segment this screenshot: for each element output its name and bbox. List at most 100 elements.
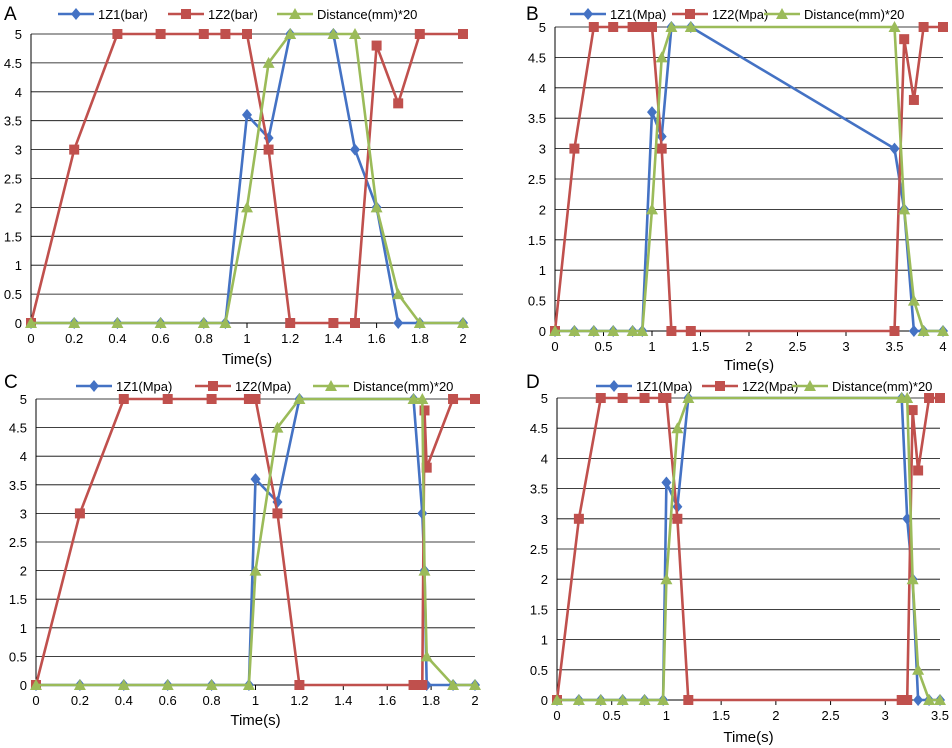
- data-point: [626, 325, 639, 336]
- y-tick-label: 3: [541, 512, 548, 527]
- panel-letter: D: [526, 372, 540, 393]
- data-point: [262, 56, 275, 68]
- legend-label: 1Z1(bar): [98, 7, 148, 22]
- data-point: [937, 325, 949, 336]
- y-tick-label: 3.5: [9, 478, 27, 493]
- series-2: [551, 392, 946, 705]
- legend-marker: [89, 380, 99, 392]
- legend-entry: Distance(mm)*20: [313, 379, 453, 394]
- data-point: [935, 393, 945, 403]
- x-axis-title: Time(s): [724, 357, 774, 374]
- data-point: [250, 394, 261, 404]
- legend-marker: [325, 380, 337, 391]
- x-tick-label: 2.5: [788, 339, 806, 354]
- panel-letter: A: [4, 4, 17, 25]
- data-point: [572, 694, 585, 705]
- data-point: [198, 29, 209, 39]
- data-point: [549, 325, 561, 336]
- data-point: [117, 679, 130, 690]
- y-tick-label: 4: [539, 81, 546, 96]
- data-point: [69, 144, 80, 155]
- x-tick-label: 3: [842, 339, 849, 354]
- x-tick-label: 0: [551, 339, 558, 354]
- x-tick-label: 1.8: [411, 331, 429, 346]
- y-tick-label: 1.5: [9, 592, 27, 607]
- data-point: [118, 394, 129, 404]
- data-point: [587, 325, 600, 336]
- data-point: [414, 29, 425, 39]
- legend-marker: [776, 8, 788, 19]
- data-point: [908, 325, 919, 337]
- data-point: [907, 294, 920, 306]
- data-point: [458, 29, 468, 39]
- legend-entry: Distance(mm)*20: [277, 7, 417, 22]
- y-tick-label: 0.5: [9, 649, 27, 664]
- x-tick-label: 0.6: [152, 331, 170, 346]
- data-point: [595, 393, 606, 403]
- y-tick-label: 1.5: [4, 229, 22, 244]
- legend-label: Distance(mm)*20: [317, 7, 417, 22]
- data-point: [907, 405, 918, 416]
- x-tick-label: 1: [252, 693, 259, 708]
- legend-entry: 1Z1(Mpa): [570, 7, 666, 22]
- x-tick-label: 1.8: [422, 693, 440, 708]
- data-point: [327, 28, 340, 39]
- legend-label: 1Z1(Mpa): [116, 379, 172, 394]
- y-tick-label: 3: [539, 142, 546, 157]
- y-tick-label: 0.5: [528, 294, 546, 309]
- series-1: [31, 394, 480, 690]
- data-point: [419, 405, 430, 416]
- data-point: [154, 317, 167, 328]
- series-1: [550, 22, 948, 336]
- data-point: [666, 326, 677, 336]
- y-tick-label: 2: [539, 202, 546, 217]
- data-point: [294, 680, 305, 690]
- data-point: [594, 694, 607, 705]
- y-tick-label: 0: [541, 693, 548, 708]
- data-point: [242, 679, 255, 690]
- x-tick-label: 1.4: [324, 331, 342, 346]
- y-tick-label: 4.5: [530, 421, 548, 436]
- data-point: [30, 679, 42, 690]
- data-point: [683, 695, 694, 705]
- chart-panel-c: C 0 0.5 1 1.5 2 2.5 3 3.5 4 4.5 5 0 0.2 0.4 0.6 0.8 1 1.2 1…: [4, 372, 481, 729]
- data-point: [898, 203, 911, 215]
- legend-marker: [583, 8, 593, 20]
- y-tick-label: 2: [541, 572, 548, 587]
- x-tick-label: 1.5: [691, 339, 709, 354]
- chart-panel-b: B 0 0.5 1 1.5 2 2.5 3 3.5 4 4.5 5 0 0.5 1 1.5 2 2.5 3 3.5 4 T…: [526, 4, 949, 374]
- data-point: [407, 393, 420, 404]
- data-point: [205, 679, 218, 690]
- data-point: [627, 22, 638, 32]
- y-tick-label: 2.5: [9, 535, 27, 550]
- data-point: [371, 40, 382, 51]
- series-2: [25, 28, 469, 328]
- data-point: [413, 317, 426, 328]
- data-point: [197, 317, 210, 328]
- data-point: [569, 143, 580, 154]
- data-point: [917, 325, 930, 336]
- data-point: [111, 317, 124, 328]
- legend-entry: 1Z1(Mpa): [76, 379, 172, 394]
- data-point: [906, 573, 919, 585]
- chart-panel-a: A 0 0.5 1 1.5 2 2.5 3 3.5 4 4.5 5 0 0.2 0.4 0.6 0.8 1 1.2 1…: [4, 4, 469, 368]
- y-tick-label: 1: [15, 258, 22, 273]
- data-point: [285, 318, 296, 328]
- x-tick-label: 4: [939, 339, 946, 354]
- y-tick-label: 1: [541, 633, 548, 648]
- y-tick-label: 0.5: [530, 663, 548, 678]
- data-point: [393, 98, 404, 109]
- data-point: [161, 679, 174, 690]
- data-point: [657, 694, 670, 705]
- y-tick-label: 4.5: [528, 50, 546, 65]
- y-tick-label: 0: [539, 324, 546, 339]
- y-tick-label: 3.5: [530, 482, 548, 497]
- data-point: [74, 508, 85, 519]
- y-tick-label: 1: [20, 621, 27, 636]
- data-point: [408, 680, 419, 690]
- data-point: [637, 22, 648, 32]
- data-point: [249, 564, 262, 576]
- x-tick-label: 1.2: [281, 331, 299, 346]
- x-tick-label: 1.5: [712, 708, 730, 723]
